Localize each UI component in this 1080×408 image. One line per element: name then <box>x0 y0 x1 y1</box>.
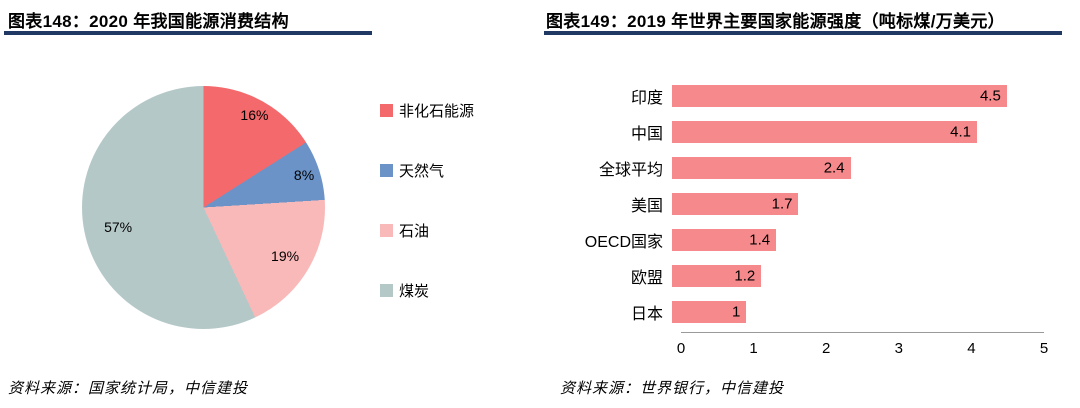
bar-track: 2.4 <box>672 157 1044 179</box>
legend-label: 天然气 <box>399 163 445 180</box>
bar-chart: 印度 4.5 中国 4.1 全球平均 2.4 美国 1.7 OECD国家 1.4 欧盟 1.2 日本 1 … <box>552 78 1048 358</box>
x-tick-label: 5 <box>1039 340 1049 357</box>
x-tick-label: 3 <box>894 340 903 357</box>
pie-chart: 16% 8% 19% 57% <box>82 86 325 329</box>
legend-item: 天然气 <box>380 160 474 181</box>
bar-category-label: 中国 <box>630 126 663 143</box>
bar: 1.2 <box>672 265 762 287</box>
right-source-note: 资料来源：世界银行，中信建投 <box>560 381 785 397</box>
bar-value-label: 1.4 <box>749 231 771 249</box>
bar-value-label: 1.7 <box>771 195 793 213</box>
bar-row: 欧盟 1.2 <box>552 258 1044 294</box>
x-tick-label: 0 <box>676 340 686 357</box>
bar-category-label: 日本 <box>630 306 663 323</box>
bar-row: 日本 1 <box>552 294 1044 330</box>
bar-category-label: OECD国家 <box>584 234 663 251</box>
bar: 2.4 <box>672 157 851 179</box>
bar-value-label: 1 <box>732 303 741 321</box>
x-tick-label: 4 <box>967 340 976 357</box>
bar-rows: 印度 4.5 中国 4.1 全球平均 2.4 美国 1.7 OECD国家 1.4 欧盟 1.2 日本 1 <box>552 78 1044 330</box>
bar-track: 1.4 <box>672 229 1044 251</box>
bar-row: 全球平均 2.4 <box>552 150 1044 186</box>
left-title-underline <box>4 31 372 35</box>
left-source-note: 资料来源：国家统计局，中信建投 <box>8 381 249 397</box>
x-axis-spacer <box>552 332 681 358</box>
bar-category-label: 印度 <box>630 90 663 107</box>
legend-item: 非化石能源 <box>380 100 474 121</box>
legend-label: 非化石能源 <box>399 103 475 120</box>
bar-value-label: 4.1 <box>950 123 972 141</box>
bar-track: 1.7 <box>672 193 1044 215</box>
x-tick-label: 2 <box>822 340 831 357</box>
legend-swatch <box>380 224 393 237</box>
bar: 4.1 <box>672 121 978 143</box>
pie-slice-label: 19% <box>271 247 300 264</box>
legend-label: 煤炭 <box>399 283 430 300</box>
bar: 4.5 <box>672 85 1007 107</box>
bar-track: 1 <box>672 301 1044 323</box>
bar-value-label: 2.4 <box>823 159 845 177</box>
bar-category-label: 美国 <box>630 198 663 215</box>
bar: 1.7 <box>672 193 799 215</box>
pie-slice-label: 16% <box>240 106 269 123</box>
bar-track: 4.5 <box>672 85 1044 107</box>
bar-track: 1.2 <box>672 265 1044 287</box>
bar-value-label: 4.5 <box>979 87 1001 105</box>
x-tick-label: 1 <box>749 340 758 357</box>
bar-row: 美国 1.7 <box>552 186 1044 222</box>
bar-category-label: 全球平均 <box>598 162 663 179</box>
pie-slice-label: 57% <box>104 218 133 235</box>
bar-category-label: 欧盟 <box>630 270 663 287</box>
pie-legend: 非化石能源天然气石油煤炭 <box>380 100 474 301</box>
legend-item: 煤炭 <box>380 280 474 301</box>
legend-swatch <box>380 104 393 117</box>
bar-row: 印度 4.5 <box>552 78 1044 114</box>
left-chart-title: 图表148：2020 年我国能源消费结构 <box>8 12 289 31</box>
bar-track: 4.1 <box>672 121 1044 143</box>
bar-value-label: 1.2 <box>734 267 756 285</box>
legend-swatch <box>380 284 393 297</box>
bar-row: 中国 4.1 <box>552 114 1044 150</box>
bar: 1.4 <box>672 229 777 251</box>
pie-slice-label: 8% <box>293 166 315 183</box>
x-axis: 0 1 2 3 4 5 <box>552 332 1048 358</box>
legend-label: 石油 <box>399 223 430 240</box>
bar-row: OECD国家 1.4 <box>552 222 1044 258</box>
legend-swatch <box>380 164 393 177</box>
x-axis-track: 0 1 2 3 4 5 <box>677 332 1048 358</box>
right-chart-title: 图表149：2019 年世界主要国家能源强度（吨标煤/万美元） <box>546 12 1005 31</box>
legend-item: 石油 <box>380 220 474 241</box>
right-title-underline <box>544 31 1062 35</box>
bar: 1 <box>672 301 747 323</box>
